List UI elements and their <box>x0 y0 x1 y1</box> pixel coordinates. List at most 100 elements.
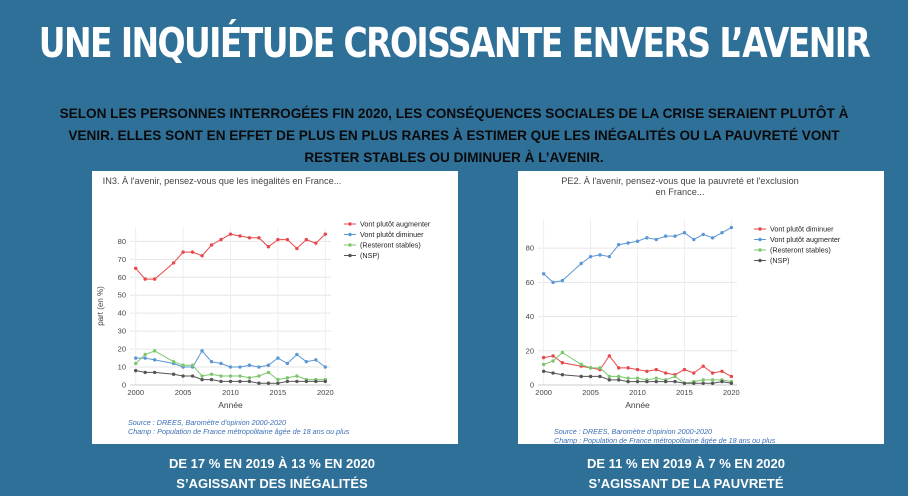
data-point-resteront-stables <box>200 374 204 378</box>
data-point-vont-plut-t-augmenter <box>152 277 157 281</box>
data-point-vont-plut-t-diminuer <box>304 359 309 364</box>
data-point-vont-plut-t-augmenter <box>579 261 583 266</box>
caption-inequalities-line-2: S’AGISSANT DES INÉGALITÉS <box>176 476 368 491</box>
data-point-vont-plut-t-augmenter <box>171 261 176 265</box>
data-point-resteront-stables <box>257 374 261 378</box>
data-point-resteront-stables <box>133 361 138 366</box>
data-point-vont-plut-t-diminuer <box>654 367 658 372</box>
data-point-vont-plut-t-augmenter <box>710 236 715 240</box>
data-point-nsp <box>635 379 640 384</box>
data-point-nsp <box>663 379 668 384</box>
data-point-resteront-stables <box>710 378 715 382</box>
legend-label: Vont plutôt augmenter <box>360 220 431 229</box>
data-point-vont-plut-t-augmenter <box>701 232 705 237</box>
data-point-nsp <box>219 379 223 384</box>
data-point-vont-plut-t-diminuer <box>682 367 687 372</box>
data-point-vont-plut-t-diminuer <box>626 366 630 370</box>
data-point-nsp <box>285 379 290 384</box>
data-point-nsp <box>673 379 677 384</box>
caption-inequalities-line-1: DE 17 % EN 2019 À 13 % EN 2020 <box>169 456 375 471</box>
data-point-nsp <box>729 381 734 385</box>
x-tick-label: 2010 <box>629 388 646 397</box>
data-point-nsp <box>295 379 299 384</box>
caption-inequalities: DE 17 % EN 2019 À 13 % EN 2020 S’AGISSAN… <box>82 454 462 494</box>
legend-label: Vont plutôt diminuer <box>770 225 834 234</box>
data-point-vont-plut-t-augmenter <box>551 280 555 285</box>
x-tick-label: 2010 <box>222 388 239 397</box>
data-point-vont-plut-t-diminuer <box>257 365 261 369</box>
data-point-nsp <box>541 369 546 374</box>
legend-marker <box>348 222 352 226</box>
x-tick-label: 2015 <box>676 388 693 397</box>
data-point-vont-plut-t-diminuer <box>729 374 734 379</box>
data-point-resteront-stables <box>654 376 658 380</box>
data-point-vont-plut-t-diminuer <box>152 358 157 362</box>
data-point-vont-plut-t-diminuer <box>692 371 696 375</box>
x-axis-label: Année <box>218 400 243 410</box>
data-point-nsp <box>682 381 687 385</box>
data-point-resteront-stables <box>598 366 602 370</box>
data-point-vont-plut-t-diminuer <box>323 365 328 369</box>
data-point-resteront-stables <box>541 362 546 367</box>
data-point-vont-plut-t-augmenter <box>617 242 621 247</box>
data-point-vont-plut-t-augmenter <box>285 237 290 242</box>
data-point-nsp <box>266 381 271 385</box>
legend-marker <box>758 248 762 252</box>
page-subtitle: SELON LES PERSONNES INTERROGÉES FIN 2020… <box>28 103 880 169</box>
legend-marker <box>348 243 352 247</box>
data-point-vont-plut-t-diminuer <box>143 356 147 360</box>
data-point-nsp <box>598 374 602 379</box>
chart-title-line: PE2. À l'avenir, pensez-vous que la pauv… <box>561 176 798 186</box>
data-point-vont-plut-t-augmenter <box>560 278 565 283</box>
data-point-nsp <box>626 379 630 384</box>
data-point-vont-plut-t-augmenter <box>228 232 233 236</box>
data-point-nsp <box>720 379 724 384</box>
data-point-nsp <box>701 381 705 385</box>
data-point-nsp <box>190 374 195 378</box>
x-tick-label: 2020 <box>317 388 334 397</box>
data-point-nsp <box>560 373 565 377</box>
data-point-vont-plut-t-augmenter <box>219 237 223 242</box>
data-point-resteront-stables <box>238 374 242 378</box>
data-point-resteront-stables <box>143 352 147 357</box>
data-point-nsp <box>181 374 185 378</box>
y-tick-label: 60 <box>118 273 126 282</box>
data-point-vont-plut-t-augmenter <box>645 236 649 240</box>
x-tick-label: 2015 <box>270 388 287 397</box>
data-point-nsp <box>276 381 280 385</box>
caption-poverty: DE 11 % EN 2019 À 7 % EN 2020 S’AGISSANT… <box>496 454 876 494</box>
data-point-nsp <box>617 378 621 382</box>
data-point-vont-plut-t-augmenter <box>541 272 546 276</box>
data-point-nsp <box>152 370 157 375</box>
data-point-resteront-stables <box>295 374 299 378</box>
data-point-vont-plut-t-diminuer <box>314 358 318 362</box>
subtitle-line-3: RESTER STABLES OU DIMINUER À L’AVENIR. <box>304 150 604 165</box>
data-point-vont-plut-t-diminuer <box>701 364 705 368</box>
data-point-vont-plut-t-augmenter <box>692 237 696 242</box>
y-tick-label: 40 <box>118 309 126 318</box>
data-point-resteront-stables <box>607 374 612 379</box>
legend-label: Vont plutôt augmenter <box>770 235 841 244</box>
data-point-vont-plut-t-augmenter <box>247 236 252 240</box>
data-point-nsp <box>171 372 176 376</box>
data-point-vont-plut-t-augmenter <box>314 241 318 245</box>
data-point-vont-plut-t-augmenter <box>654 237 658 242</box>
data-point-vont-plut-t-diminuer <box>295 352 299 357</box>
data-point-vont-plut-t-augmenter <box>729 225 734 230</box>
data-point-nsp <box>710 381 715 385</box>
chart-panel-poverty: PE2. À l'avenir, pensez-vous que la pauv… <box>518 171 884 444</box>
x-tick-label: 2020 <box>723 388 740 397</box>
data-point-vont-plut-t-augmenter <box>323 232 328 236</box>
chart-note: Champ : Population de France métropolita… <box>554 436 776 444</box>
data-point-resteront-stables <box>551 359 555 363</box>
caption-poverty-line-2: S’AGISSANT DE LA PAUVRETÉ <box>588 476 784 491</box>
data-point-vont-plut-t-diminuer <box>247 363 252 367</box>
data-point-nsp <box>607 378 612 382</box>
data-point-vont-plut-t-augmenter <box>607 254 612 259</box>
chart-svg: IN3. À l'avenir, pensez-vous que les iné… <box>96 176 431 436</box>
y-tick-label: 50 <box>118 291 126 300</box>
data-point-vont-plut-t-augmenter <box>209 243 214 247</box>
data-point-vont-plut-t-diminuer <box>276 356 280 360</box>
data-point-nsp <box>209 377 214 382</box>
x-tick-label: 2000 <box>127 388 144 397</box>
